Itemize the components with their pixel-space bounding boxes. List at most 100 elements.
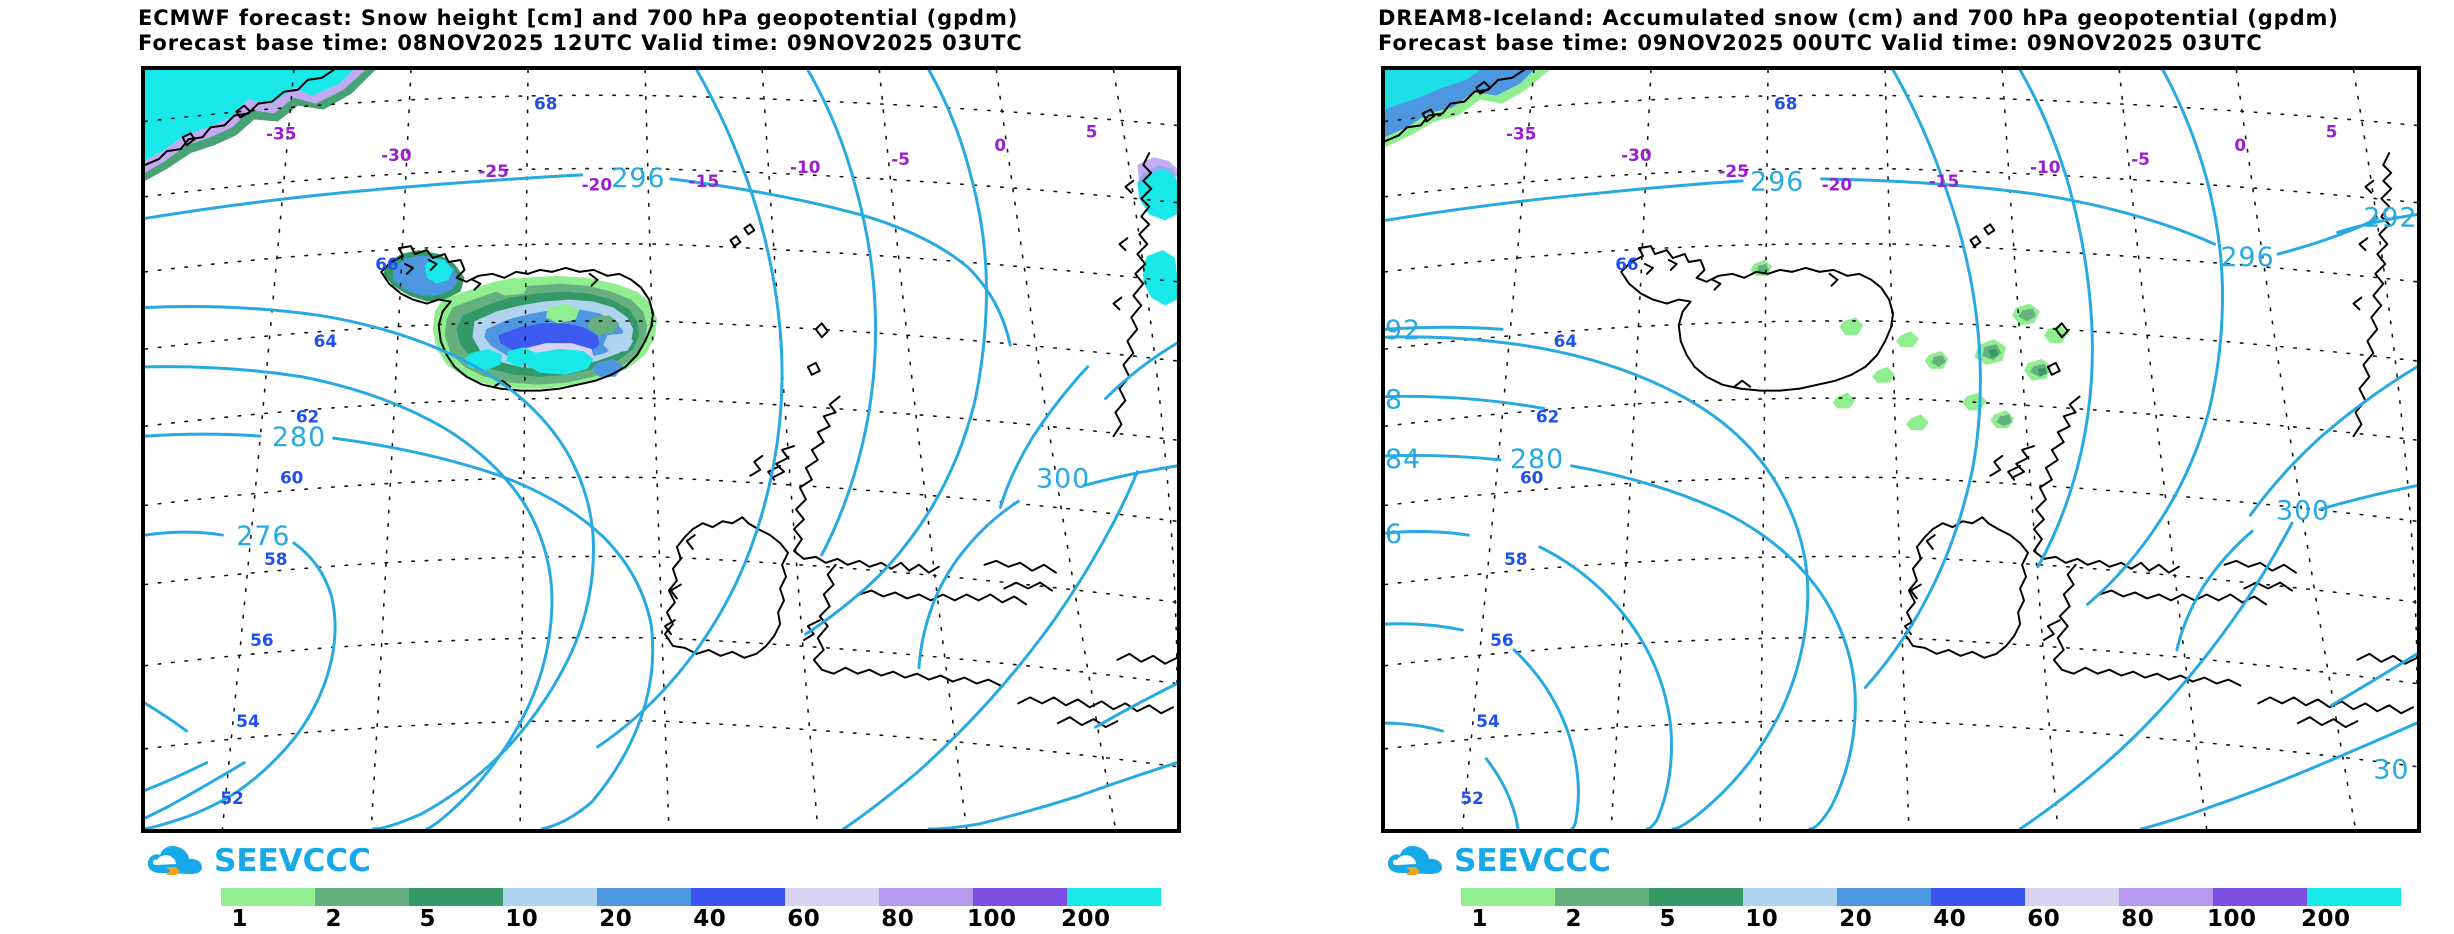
lon-label-0: 0 — [994, 135, 1006, 155]
lon-label-5: 5 — [1086, 121, 1098, 141]
lat-label-52: 52 — [1460, 788, 1483, 808]
contour-label-280: 280 — [272, 422, 326, 453]
cbar-tick: 20 — [599, 906, 633, 932]
colorbar-seg — [2307, 888, 2401, 906]
contour-label-288: 8 — [1385, 384, 1403, 415]
contour-label-300b: 30 — [2373, 755, 2409, 786]
cbar-tick: 100 — [2207, 906, 2257, 932]
lat-label-64: 64 — [314, 331, 337, 351]
colorbar-seg — [2025, 888, 2119, 906]
colorbar-seg — [221, 888, 315, 906]
lat-label-66: 66 — [375, 254, 398, 274]
cbar-tick: 5 — [419, 906, 437, 932]
cbar-tick: 20 — [1839, 906, 1873, 932]
lat-label-68: 68 — [1774, 94, 1797, 114]
lat-label-68: 68 — [534, 94, 557, 114]
lon-label-m10: -10 — [790, 157, 820, 177]
map-canvas-ecmwf[interactable]: 296 280 276 300 68 66 64 62 60 58 56 54 … — [141, 66, 1181, 833]
lat-label-66: 66 — [1615, 254, 1638, 274]
contour-label-296b: 296 — [2221, 242, 2275, 273]
colorbar-ecmwf — [221, 888, 1161, 906]
contour-label-276: 6 — [1385, 519, 1403, 550]
contour-label-300: 300 — [1036, 464, 1090, 495]
colorbar-seg — [1743, 888, 1837, 906]
cbar-tick: 1 — [1471, 906, 1489, 932]
panel-dream8-title-line1: DREAM8-Iceland: Accumulated snow (cm) an… — [1378, 6, 2339, 30]
contour-label-284: 84 — [1385, 444, 1421, 475]
colorbar-ticks-ecmwf: 1 2 5 10 20 40 60 80 100 200 — [221, 906, 1161, 934]
lat-label-58: 58 — [1504, 549, 1527, 569]
panel-dream8: DREAM8-Iceland: Accumulated snow (cm) an… — [1248, 0, 2454, 932]
lon-label-m35: -35 — [1506, 123, 1536, 143]
lat-label-64: 64 — [1554, 331, 1577, 351]
seevccc-logo: SEEVCCC — [1386, 840, 1611, 882]
panel-ecmwf: ECMWF forecast: Snow height [cm] and 700… — [8, 0, 1218, 932]
cbar-tick: 10 — [1745, 906, 1779, 932]
cbar-tick: 5 — [1659, 906, 1677, 932]
lat-label-54: 54 — [236, 711, 259, 731]
colorbar-ticks-dream8: 1 2 5 10 20 40 60 80 100 200 — [1461, 906, 2401, 934]
lon-label-m25: -25 — [478, 161, 508, 181]
contour-label-292: 92 — [1385, 315, 1421, 346]
contour-label-276: 276 — [236, 521, 290, 552]
map-svg-ecmwf: 296 280 276 300 68 66 64 62 60 58 56 54 … — [145, 70, 1177, 829]
colorbar-seg — [2213, 888, 2307, 906]
panel-ecmwf-title-line1: ECMWF forecast: Snow height [cm] and 700… — [138, 6, 1019, 30]
lat-label-60: 60 — [1520, 468, 1543, 488]
colorbar-seg — [1067, 888, 1161, 906]
lon-label-m35: -35 — [266, 123, 296, 143]
cbar-tick: 40 — [1933, 906, 1967, 932]
lon-label-m5: -5 — [891, 149, 910, 169]
lon-label-m20: -20 — [582, 175, 612, 195]
lon-label-0: 0 — [2234, 135, 2246, 155]
lon-label-m15: -15 — [1929, 171, 1959, 191]
lat-label-52: 52 — [220, 788, 243, 808]
colorbar-seg — [879, 888, 973, 906]
colorbar-seg — [785, 888, 879, 906]
contour-label-300: 300 — [2276, 495, 2330, 526]
lat-label-54: 54 — [1476, 711, 1499, 731]
map-canvas-dream8[interactable]: 296 296 92 292 8 84 280 6 300 30 68 66 6… — [1381, 66, 2421, 833]
lat-label-60: 60 — [280, 468, 303, 488]
cbar-tick: 80 — [881, 906, 915, 932]
cbar-tick: 100 — [967, 906, 1017, 932]
cbar-tick: 60 — [787, 906, 821, 932]
lon-label-m25: -25 — [1718, 161, 1748, 181]
lat-label-62: 62 — [296, 406, 319, 426]
contour-label-296: 296 — [1750, 167, 1804, 198]
cloud-icon — [1387, 845, 1442, 875]
contour-label-292b: 292 — [2363, 202, 2417, 233]
cbar-tick: 200 — [1061, 906, 1111, 932]
cbar-tick: 60 — [2027, 906, 2061, 932]
contour-label-280: 280 — [1510, 444, 1564, 475]
legend-dream8: SEEVCCC 1 2 5 10 20 40 6 — [1381, 840, 2441, 932]
logo-text: SEEVCCC — [1454, 843, 1611, 879]
panel-dream8-title-line2: Forecast base time: 09NOV2025 00UTC Vali… — [1378, 31, 2263, 55]
colorbar-seg — [691, 888, 785, 906]
colorbar-seg — [1555, 888, 1649, 906]
colorbar-seg — [1649, 888, 1743, 906]
panel-dream8-titles: DREAM8-Iceland: Accumulated snow (cm) an… — [1378, 6, 2454, 56]
lon-label-m30: -30 — [381, 145, 411, 165]
lat-label-56: 56 — [1490, 630, 1513, 650]
cloud-icon — [147, 845, 202, 875]
contour-label-296: 296 — [611, 163, 665, 194]
colorbar-seg — [409, 888, 503, 906]
logo-text: SEEVCCC — [214, 843, 371, 879]
legend-ecmwf: SEEVCCC 1 2 5 10 20 40 6 — [141, 840, 1201, 932]
cbar-tick: 2 — [325, 906, 343, 932]
lon-label-m5: -5 — [2131, 149, 2150, 169]
cbar-tick: 1 — [231, 906, 249, 932]
cbar-tick: 40 — [693, 906, 727, 932]
cbar-tick: 80 — [2121, 906, 2155, 932]
lat-label-62: 62 — [1536, 406, 1559, 426]
panel-ecmwf-title-line2: Forecast base time: 08NOV2025 12UTC Vali… — [138, 31, 1023, 55]
colorbar-seg — [315, 888, 409, 906]
colorbar-seg — [1837, 888, 1931, 906]
lon-label-m30: -30 — [1621, 145, 1651, 165]
lon-label-m15: -15 — [689, 171, 719, 191]
lat-label-58: 58 — [264, 549, 287, 569]
lat-label-56: 56 — [250, 630, 273, 650]
cbar-tick: 2 — [1565, 906, 1583, 932]
